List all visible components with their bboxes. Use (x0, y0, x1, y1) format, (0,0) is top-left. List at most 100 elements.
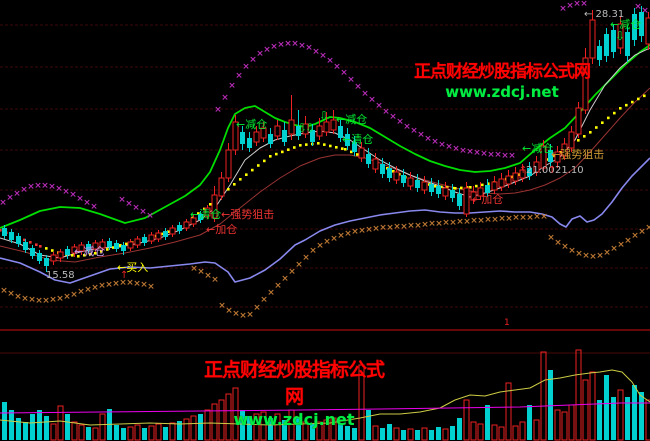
svg-text:×: × (274, 281, 282, 291)
label-price-2100: 21.00 (526, 165, 555, 176)
label-jiancang-2: ←减仓 (236, 118, 268, 131)
label-jiacang-2: ←加仓 (472, 193, 504, 206)
svg-text:×: × (410, 126, 418, 136)
svg-text:×: × (246, 310, 254, 320)
svg-text:×: × (393, 222, 401, 232)
watermark-bottom: 正点财经炒股指标公式网 www.zdcj.net (196, 355, 392, 429)
svg-text:×: × (125, 199, 133, 209)
svg-text:×: × (379, 223, 387, 233)
svg-text:×: × (326, 56, 334, 66)
svg-text:×: × (347, 75, 355, 85)
svg-text:×: × (76, 194, 84, 204)
svg-text:×: × (624, 236, 632, 246)
svg-text:×: × (561, 242, 569, 252)
svg-text:×: × (358, 226, 366, 236)
svg-text:×: × (389, 112, 397, 122)
watermark-site-name: 正点财经炒股指标公式网 (414, 62, 591, 82)
svg-text:×: × (295, 260, 303, 270)
svg-text:×: × (438, 140, 446, 150)
svg-text:×: × (533, 212, 541, 222)
svg-text:×: × (309, 246, 317, 256)
svg-text:×: × (638, 227, 646, 237)
label-up-arrow-1: ↑ (519, 165, 528, 176)
svg-text:×: × (365, 225, 373, 235)
svg-text:×: × (35, 296, 43, 306)
svg-text:×: × (501, 151, 509, 161)
svg-text:×: × (316, 241, 324, 251)
svg-text:×: × (288, 267, 296, 277)
svg-text:×: × (396, 117, 404, 127)
svg-text:×: × (568, 246, 576, 256)
svg-text:×: × (452, 144, 460, 154)
svg-text:×: × (512, 213, 520, 223)
svg-text:×: × (62, 187, 70, 197)
svg-text:×: × (305, 43, 313, 53)
arrow-down-4: ⇩ (615, 29, 626, 43)
svg-text:×: × (421, 220, 429, 230)
svg-text:×: × (284, 39, 292, 49)
label-qiangshi-left: ←强势狙击 (221, 208, 275, 221)
svg-text:×: × (382, 107, 390, 117)
arrow-down-2: ⇩ (305, 121, 316, 135)
svg-text:×: × (610, 244, 618, 254)
svg-text:×: × (256, 49, 264, 59)
svg-text:×: × (221, 93, 229, 103)
svg-text:×: × (70, 290, 78, 300)
svg-text:×: × (480, 149, 488, 159)
svg-text:×: × (118, 195, 126, 205)
svg-text:×: × (575, 249, 583, 259)
svg-text:×: × (414, 221, 422, 231)
svg-text:×: × (442, 218, 450, 228)
svg-text:×: × (333, 62, 341, 72)
svg-text:×: × (466, 147, 474, 157)
svg-text:×: × (211, 275, 219, 285)
label-jiancang-4: ←减仓 (522, 142, 554, 155)
svg-text:×: × (132, 203, 140, 213)
svg-text:×: × (242, 62, 250, 72)
svg-text:×: × (69, 190, 77, 200)
svg-text:×: × (253, 303, 261, 313)
svg-text:×: × (90, 202, 98, 212)
svg-text:×: × (400, 222, 408, 232)
svg-text:×: × (340, 68, 348, 78)
svg-text:×: × (319, 51, 327, 61)
svg-text:×: × (41, 181, 49, 191)
svg-text:×: × (494, 150, 502, 160)
svg-text:×: × (617, 240, 625, 250)
svg-text:×: × (146, 211, 154, 221)
svg-text:×: × (91, 283, 99, 293)
svg-text:×: × (330, 234, 338, 244)
svg-text:×: × (403, 122, 411, 132)
svg-text:×: × (417, 130, 425, 140)
label-price-low: 15.58 (46, 270, 75, 281)
svg-text:×: × (491, 215, 499, 225)
svg-text:×: × (84, 285, 92, 295)
svg-text:×: × (634, 2, 642, 12)
svg-text:×: × (386, 223, 394, 233)
watermark-site-url: www.zdcj.net (445, 83, 559, 101)
svg-text:×: × (368, 95, 376, 105)
svg-text:×: × (596, 251, 604, 261)
svg-text:×: × (147, 282, 155, 292)
svg-text:×: × (540, 212, 548, 222)
svg-text:×: × (487, 150, 495, 160)
svg-text:×: × (526, 213, 534, 223)
svg-text:×: × (126, 278, 134, 288)
svg-text:×: × (140, 280, 148, 290)
svg-text:×: × (470, 216, 478, 226)
svg-text:×: × (228, 81, 236, 91)
svg-text:×: × (435, 219, 443, 229)
svg-text:×: × (204, 271, 212, 281)
label-qingcang-1: ←清仓 (190, 208, 222, 221)
svg-text:×: × (631, 231, 639, 241)
svg-text:×: × (344, 229, 352, 239)
svg-text:×: × (323, 237, 331, 247)
svg-text:×: × (190, 264, 198, 274)
svg-text:×: × (214, 105, 222, 115)
svg-text:×: × (0, 286, 8, 296)
svg-text:×: × (21, 294, 29, 304)
svg-text:×: × (263, 45, 271, 55)
label-price-high: ← 28.31 (584, 9, 625, 20)
svg-text:×: × (55, 184, 63, 194)
